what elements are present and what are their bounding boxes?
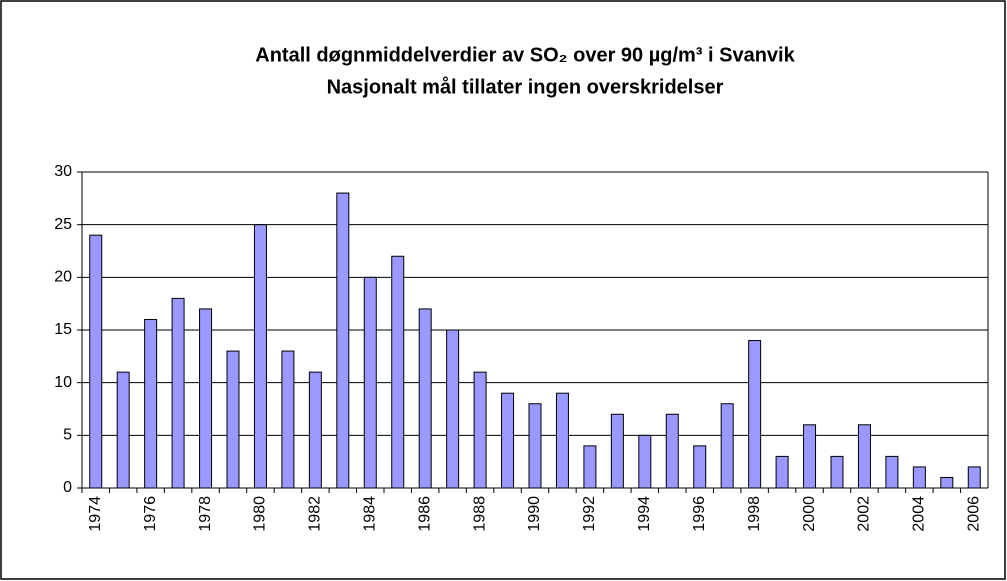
x-tick-label: 1994	[636, 496, 653, 532]
x-tick-label: 1980	[252, 496, 269, 532]
y-tick-label: 5	[63, 427, 72, 444]
bar	[720, 403, 734, 489]
y-tick-label: 25	[54, 216, 72, 233]
x-tick-label: 1992	[581, 496, 598, 532]
bar	[912, 466, 926, 489]
x-tick-label: 2002	[856, 496, 873, 532]
chart-subtitle: Nasjonalt mål tillater ingen overskridel…	[327, 75, 724, 98]
x-tick-label: 1974	[87, 496, 104, 532]
y-tick-label: 10	[54, 374, 72, 391]
bar	[226, 350, 240, 489]
bar	[501, 392, 515, 489]
x-tick-label: 2006	[965, 496, 982, 532]
bar	[803, 424, 817, 489]
bar	[144, 318, 158, 489]
y-tick-label: 15	[54, 321, 72, 338]
bar	[885, 455, 899, 489]
bar	[748, 340, 762, 489]
y-tick-label: 0	[63, 479, 72, 496]
y-tick-label: 30	[54, 163, 72, 180]
bar	[171, 297, 185, 489]
bar	[281, 350, 295, 489]
bar	[116, 371, 130, 489]
bar	[363, 276, 377, 489]
x-tick-label: 1988	[471, 496, 488, 532]
bar	[391, 255, 405, 489]
x-tick-label: 1990	[526, 496, 543, 532]
bar	[583, 445, 597, 489]
bar	[199, 308, 213, 489]
x-tick-label: 2000	[801, 496, 818, 532]
y-tick-label: 20	[54, 269, 72, 286]
chart-title: Antall døgnmiddelverdier av SO₂ over 90 …	[255, 44, 795, 66]
bar	[253, 224, 267, 489]
bar	[555, 392, 569, 489]
bar	[336, 192, 350, 489]
bar	[967, 466, 981, 489]
bar	[418, 308, 432, 489]
bar	[830, 455, 844, 489]
bar	[638, 434, 652, 489]
bar	[473, 371, 487, 489]
bar	[857, 424, 871, 489]
bar	[528, 403, 542, 489]
bar	[665, 413, 679, 489]
x-tick-label: 1976	[142, 496, 159, 532]
x-tick-label: 1978	[197, 496, 214, 532]
x-tick-label: 1998	[746, 496, 763, 532]
x-tick-label: 1982	[307, 496, 324, 532]
x-tick-label: 1996	[691, 496, 708, 532]
bar	[89, 234, 103, 489]
x-tick-label: 1986	[416, 496, 433, 532]
bar	[693, 445, 707, 489]
bar	[610, 413, 624, 489]
bar	[446, 329, 460, 489]
bar	[775, 455, 789, 489]
x-tick-label: 2004	[911, 496, 928, 532]
x-tick-label: 1984	[361, 496, 378, 532]
bar	[308, 371, 322, 489]
bar	[940, 476, 954, 489]
